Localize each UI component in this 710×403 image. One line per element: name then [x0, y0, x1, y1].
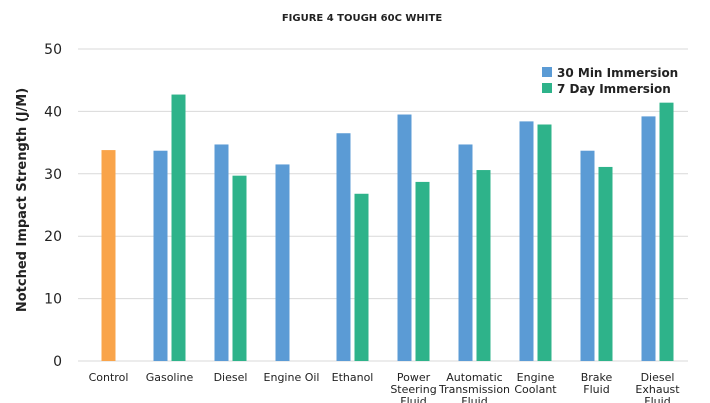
legend: 30 Min Immersion 7 Day Immersion — [542, 66, 678, 96]
x-axis-ticks: Control Gasoline Diesel Engine Oil Ethanol Po… — [89, 371, 681, 403]
legend-swatch — [542, 67, 552, 77]
bar-series-0 — [397, 114, 412, 362]
y-tick-label: 40 — [44, 104, 62, 120]
bars — [101, 94, 674, 362]
bar-series-1 — [415, 181, 430, 361]
chart-title: FIGURE 4 TOUGH 60C WHITE — [282, 13, 443, 24]
x-tick-label: Engine Coolant — [514, 371, 557, 396]
bar-series-1 — [598, 166, 613, 361]
bar-series-0 — [214, 144, 229, 361]
x-tick-label: Ethanol — [332, 371, 374, 384]
x-tick-label: Gasoline — [146, 371, 194, 384]
y-tick-label: 0 — [53, 354, 62, 370]
bar-series-0 — [580, 150, 595, 361]
bar-series-0 — [641, 116, 656, 361]
x-tick-label: Engine Oil — [264, 371, 320, 384]
x-tick-line: Brake — [581, 371, 613, 384]
x-tick-line: Exhaust — [635, 383, 680, 396]
x-tick-line: Steering — [390, 383, 436, 396]
y-axis-ticks: 0 10 20 30 40 50 — [44, 42, 62, 370]
x-tick-line: Engine — [517, 371, 555, 384]
x-tick-line: Fluid — [461, 395, 487, 403]
bar-series-1 — [171, 94, 186, 361]
legend-label: 7 Day Immersion — [557, 82, 671, 96]
legend-swatch — [542, 83, 552, 93]
legend-label: 30 Min Immersion — [557, 66, 678, 80]
bar-series-0 — [519, 121, 534, 361]
bar-series-1 — [354, 193, 369, 361]
x-tick-line: Fluid — [400, 395, 426, 403]
x-tick-line: Power — [397, 371, 431, 384]
x-tick-line: Engine Oil — [264, 371, 320, 384]
x-tick-label: Automatic Transmission Fluid — [438, 371, 510, 403]
y-tick-label: 30 — [44, 167, 62, 183]
x-tick-line: Automatic — [446, 371, 502, 384]
bar-series-1 — [659, 102, 674, 361]
y-tick-label: 50 — [44, 42, 62, 58]
x-tick-line: Fluid — [583, 383, 609, 396]
bar-series-0 — [336, 133, 351, 361]
x-tick-label: Power Steering Fluid — [390, 371, 436, 403]
x-tick-line: Diesel — [214, 371, 248, 384]
x-tick-label: Control — [89, 371, 129, 384]
x-tick-label: Brake Fluid — [581, 371, 613, 396]
x-tick-line: Transmission — [438, 383, 510, 396]
x-tick-line: Gasoline — [146, 371, 194, 384]
y-tick-label: 20 — [44, 229, 62, 245]
x-tick-line: Fluid — [644, 395, 670, 403]
y-tick-label: 10 — [44, 292, 62, 308]
x-tick-label: Diesel Exhaust Fluid — [635, 371, 680, 403]
y-axis-label: Notched Impact Strength (J/M) — [15, 88, 30, 312]
bar-series-1 — [476, 170, 491, 361]
x-tick-line: Coolant — [514, 383, 557, 396]
bar-series-1 — [232, 175, 247, 361]
bar-series-0 — [458, 144, 473, 361]
bar-control — [101, 150, 116, 361]
x-tick-label: Diesel — [214, 371, 248, 384]
bar-series-0 — [153, 150, 168, 361]
bar-series-0 — [275, 164, 290, 361]
x-tick-line: Ethanol — [332, 371, 374, 384]
bar-series-1 — [537, 124, 552, 361]
x-tick-line: Control — [89, 371, 129, 384]
x-tick-line: Diesel — [641, 371, 675, 384]
